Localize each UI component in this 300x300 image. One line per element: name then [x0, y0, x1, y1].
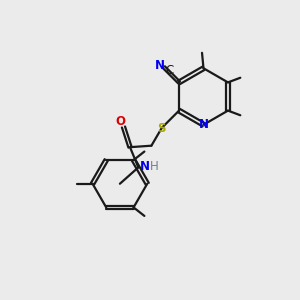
- Text: O: O: [115, 115, 125, 128]
- Text: H: H: [150, 160, 159, 173]
- Text: N: N: [155, 59, 165, 72]
- Text: N: N: [140, 160, 150, 173]
- Text: C: C: [165, 64, 173, 77]
- Text: N: N: [199, 118, 208, 131]
- Text: S: S: [157, 122, 166, 135]
